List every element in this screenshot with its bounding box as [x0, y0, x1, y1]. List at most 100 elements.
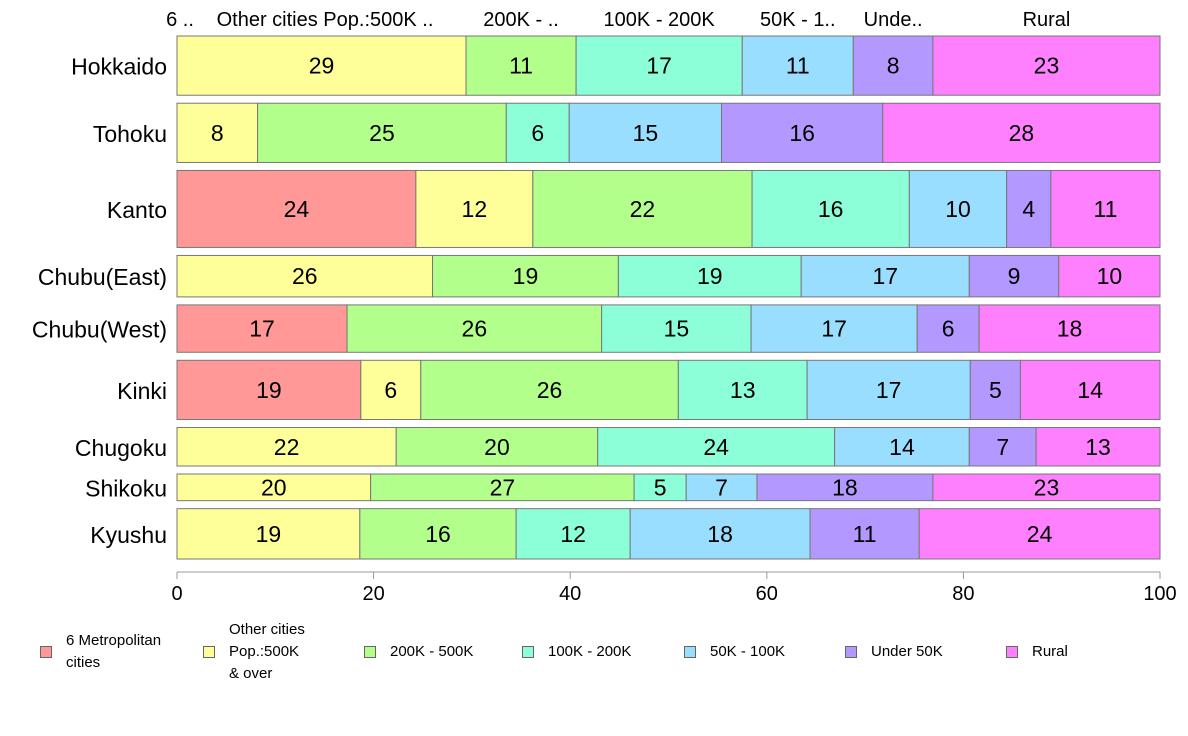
- bar-value-label: 6: [531, 120, 544, 146]
- x-tick-label: 0: [171, 583, 182, 605]
- bar-segment: [1019, 359, 1161, 421]
- bar-value-label: 22: [274, 434, 300, 460]
- legend-label: 100K - 200K: [548, 643, 632, 660]
- bar-segment: [432, 254, 619, 298]
- legend-item: 50K - 100K: [684, 618, 785, 686]
- bar-segment: [176, 508, 361, 560]
- bar-value-label: 19: [513, 263, 539, 289]
- bar-value-label: 29: [309, 53, 335, 79]
- column-headers: 6 .. Other cities Pop.:500K .. 200K - .. 10…: [166, 9, 1070, 31]
- bar-segment: [257, 102, 507, 163]
- bar-segment: [568, 102, 723, 163]
- bar-segment: [918, 508, 1161, 560]
- bar-value-label: 6: [942, 316, 955, 342]
- bar-segment: [908, 169, 1008, 248]
- bar-value-label: 11: [853, 521, 877, 547]
- category-label: Shikoku: [85, 475, 167, 501]
- bar-value-label: 23: [1034, 474, 1060, 500]
- bar-value-label: 11: [786, 53, 810, 79]
- bar-segment: [834, 427, 970, 467]
- bar-segment: [968, 427, 1037, 467]
- bar-value-label: 17: [872, 263, 898, 289]
- bar-value-label: 13: [730, 377, 756, 403]
- bar-value-label: 7: [715, 474, 728, 500]
- bar-segment: [176, 102, 259, 163]
- bar-segment: [176, 427, 397, 467]
- bar-segment: [1035, 427, 1161, 467]
- bar-value-label: 25: [369, 120, 395, 146]
- bar-segment: [1006, 169, 1052, 248]
- bar-value-label: 11: [509, 53, 533, 79]
- bar-segment: [978, 304, 1161, 353]
- legend-swatch: [522, 646, 534, 658]
- bar-segment: [882, 102, 1161, 163]
- bar-value-label: 7: [996, 434, 1009, 460]
- bar-segment: [677, 359, 808, 421]
- legend-label: Under 50K: [871, 643, 943, 660]
- bar-segment: [505, 102, 570, 163]
- category-label: Tohoku: [93, 121, 167, 147]
- legend-label: Rural: [1032, 643, 1068, 660]
- bar-segment: [756, 473, 934, 502]
- bar-value-label: 24: [284, 196, 310, 222]
- legend-swatch: [40, 646, 52, 658]
- legend-item: 6 Metropolitan cities: [40, 618, 161, 686]
- bar-segment: [741, 35, 854, 96]
- bar-value-label: 10: [945, 196, 971, 222]
- bar-value-label: 13: [1085, 434, 1111, 460]
- bar-segment: [176, 473, 372, 502]
- column-header-label: 200K - ..: [483, 9, 559, 31]
- x-tick-label: 60: [756, 583, 778, 605]
- bar-segment: [617, 254, 802, 298]
- category-labels: Hokkaido Tohoku Kanto Chubu(East) Chubu(West…: [32, 54, 167, 548]
- legend-label: 200K - 500K: [390, 643, 474, 660]
- bar-value-label: 18: [707, 521, 733, 547]
- column-header-label: Unde..: [864, 9, 923, 31]
- x-tick-label: 80: [952, 583, 974, 605]
- legend-swatch: [364, 646, 376, 658]
- chart-canvas: 6 .. Other cities Pop.:500K .. 200K - .. 10…: [32, 9, 1177, 605]
- legend-item: 200K - 500K: [364, 618, 473, 686]
- bar-segment: [515, 508, 631, 560]
- bar-value-label: 17: [646, 53, 672, 79]
- bar-segment: [750, 304, 918, 353]
- bar-value-label: 18: [832, 474, 858, 500]
- bar-segment: [806, 359, 971, 421]
- bar-value-label: 6: [384, 377, 397, 403]
- bar-value-label: 4: [1022, 196, 1035, 222]
- bar-value-label: 23: [1034, 53, 1060, 79]
- bar-value-label: 8: [887, 53, 900, 79]
- bar-value-label: 15: [664, 316, 690, 342]
- bar-segment: [751, 169, 910, 248]
- bar-value-label: 19: [256, 377, 282, 403]
- bar-value-label: 5: [989, 377, 1002, 403]
- bar-value-label: 17: [821, 316, 847, 342]
- bar-value-label: 17: [876, 377, 902, 403]
- column-header-label: 100K - 200K: [604, 9, 716, 31]
- category-label: Hokkaido: [71, 54, 167, 80]
- x-tick-label: 100: [1143, 583, 1176, 605]
- legend-swatch: [684, 646, 696, 658]
- bar-value-label: 12: [462, 196, 488, 222]
- bar-segment: [809, 508, 920, 560]
- legend-swatch: [1006, 646, 1018, 658]
- x-axis: 0 20 40 60 80 100: [171, 571, 1177, 605]
- column-header-label: Rural: [1023, 9, 1071, 31]
- bar-segment: [597, 427, 836, 467]
- bar-value-label: 22: [630, 196, 656, 222]
- bar-value-label: 18: [1057, 316, 1083, 342]
- column-header-label: 50K - 1..: [760, 9, 836, 31]
- category-label: Chubu(West): [32, 317, 167, 343]
- legend-swatch: [203, 646, 215, 658]
- bar-segment: [629, 508, 811, 560]
- bar-segment: [800, 254, 970, 298]
- bar-segment: [176, 35, 467, 96]
- bar-segment: [346, 304, 603, 353]
- bar-value-label: 26: [537, 377, 563, 403]
- legend-item: Under 50K: [845, 618, 943, 686]
- bar-value-label: 24: [1027, 521, 1053, 547]
- bar-value-label: 15: [633, 120, 659, 146]
- bar-value-label: 14: [1077, 377, 1103, 403]
- bar-segment: [633, 473, 687, 502]
- bar-value-label: 14: [889, 434, 915, 460]
